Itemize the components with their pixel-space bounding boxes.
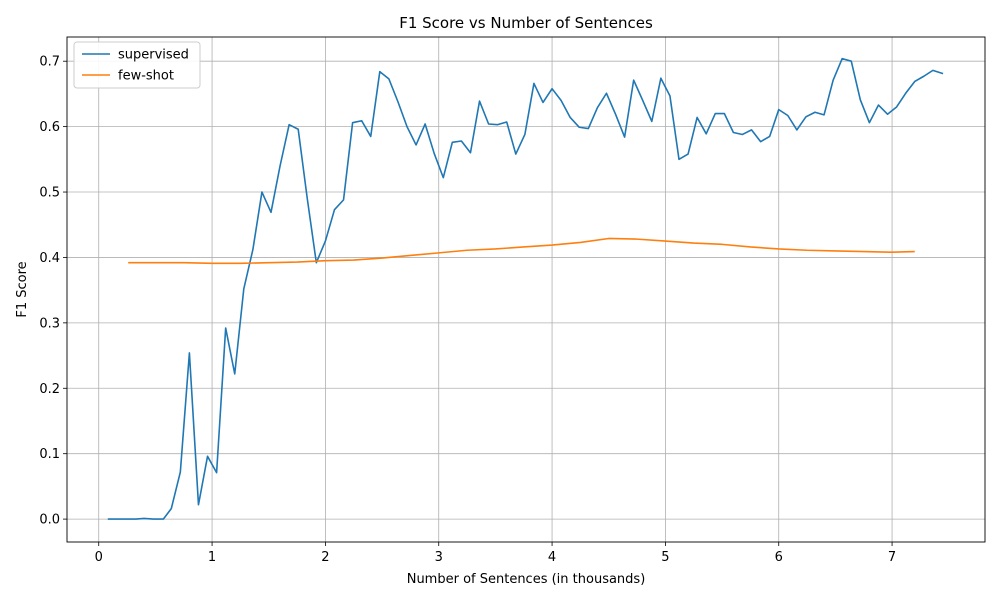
y-tick-label: 0.6 [39, 120, 60, 135]
series-line-few-shot [128, 237, 915, 265]
x-tick-label: 3 [435, 550, 443, 565]
legend: supervised few-shot [73, 41, 201, 89]
y-tick-label: 0.2 [39, 382, 60, 397]
y-tick-label: 0.7 [39, 55, 60, 70]
x-axis-label: Number of Sentences (in thousands) [407, 572, 646, 587]
grid-lines [67, 37, 985, 542]
legend-label: supervised [118, 48, 189, 63]
x-tick-label: 1 [208, 550, 216, 565]
y-tick-label: 0.0 [39, 513, 60, 528]
x-tick-label: 7 [888, 550, 896, 565]
y-tick-label: 0.5 [39, 186, 60, 201]
x-tick-label: 0 [95, 550, 103, 565]
chart-title: F1 Score vs Number of Sentences [399, 14, 653, 32]
x-axis-ticks: 0 1 2 3 4 5 6 7 [95, 542, 896, 565]
x-tick-label: 4 [548, 550, 556, 565]
y-axis-label: F1 Score [15, 261, 30, 317]
x-tick-label: 5 [661, 550, 669, 565]
y-tick-label: 0.3 [39, 316, 60, 331]
y-tick-label: 0.4 [39, 251, 60, 266]
series-layer [107, 57, 944, 520]
plot-frame [66, 36, 986, 543]
y-axis-ticks: 0.0 0.1 0.2 0.3 0.4 0.5 0.6 0.7 [39, 55, 67, 528]
series-line-supervised [107, 57, 944, 520]
legend-label: few-shot [118, 69, 174, 84]
y-tick-label: 0.1 [39, 447, 60, 462]
x-tick-label: 6 [775, 550, 783, 565]
x-tick-label: 2 [321, 550, 329, 565]
